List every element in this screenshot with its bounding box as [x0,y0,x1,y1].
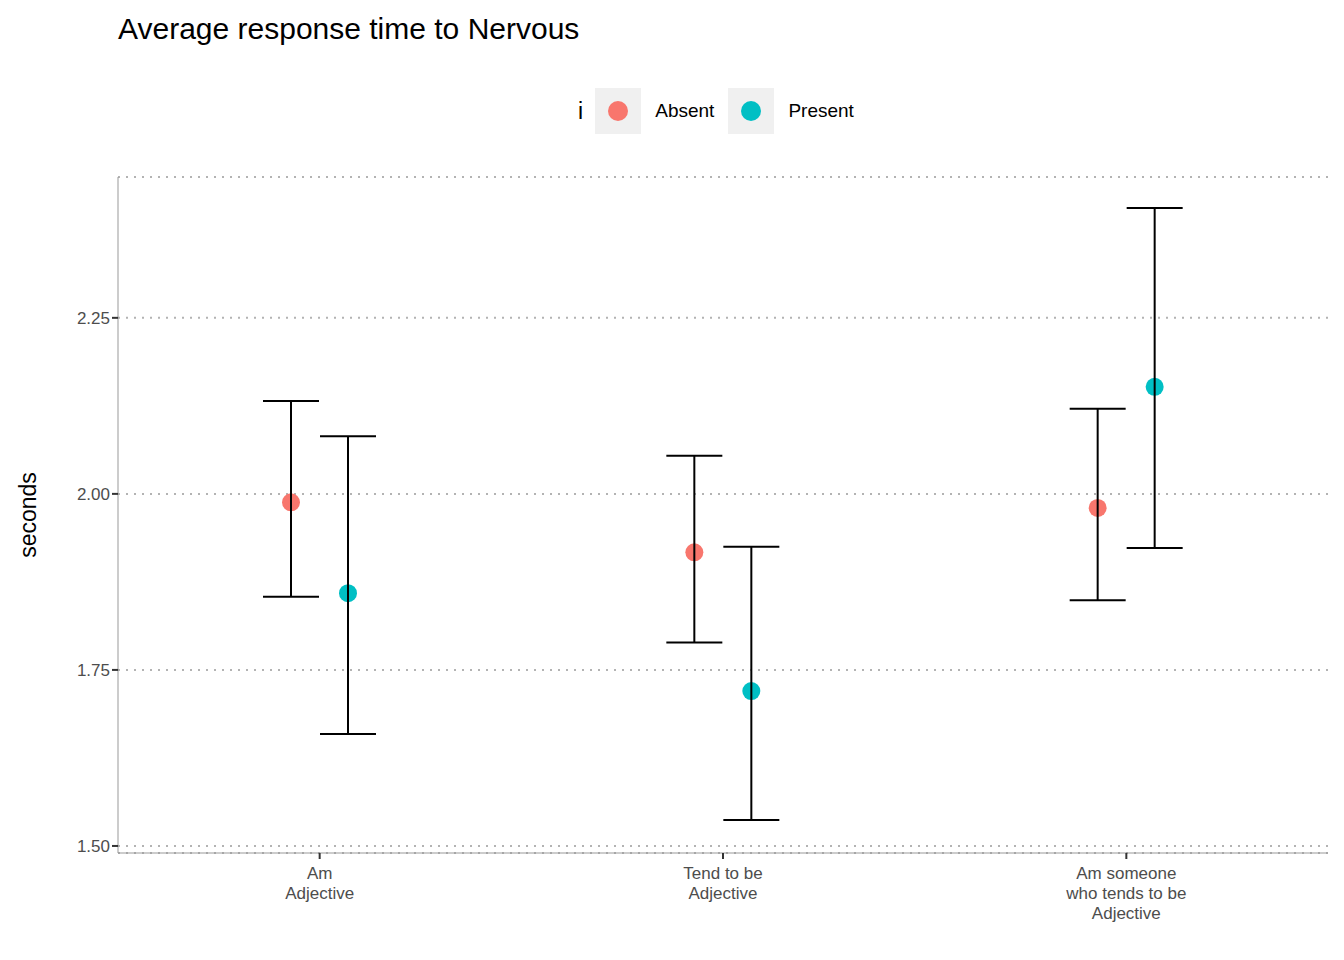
svg-text:Am someonewho tends to beAdjec: Am someonewho tends to beAdjective [1065,864,1186,923]
svg-text:Tend to beAdjective: Tend to beAdjective [683,864,762,903]
svg-text:1.75: 1.75 [77,661,110,680]
html-text:Present: Present [788,100,854,121]
svg-text:seconds: seconds [15,472,41,558]
svg-text:2.00: 2.00 [77,485,110,504]
html-text:Absent: Absent [655,100,715,121]
svg-text:AmAdjective: AmAdjective [285,864,354,903]
svg-text:2.25: 2.25 [77,309,110,328]
svg-text:1.50: 1.50 [77,837,110,856]
html-text:i: i [578,97,584,124]
html-text:Average response time to Nervo: Average response time to Nervous [118,12,580,45]
